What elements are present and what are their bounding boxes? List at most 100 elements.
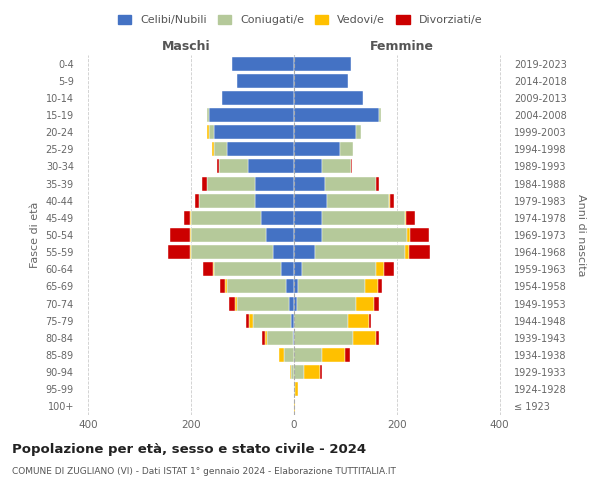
Bar	[214, 142, 227, 156]
Bar	[222, 91, 294, 105]
Bar	[256, 176, 294, 190]
Bar	[294, 400, 295, 413]
Bar	[249, 314, 253, 328]
Text: Femmine: Femmine	[370, 40, 434, 54]
Bar	[286, 280, 294, 293]
Bar	[203, 262, 213, 276]
Bar	[404, 211, 406, 225]
Bar	[206, 125, 209, 139]
Text: COMUNE DI ZUGLIANO (VI) - Dati ISTAT 1° gennaio 2024 - Elaborazione TUTTITALIA.I: COMUNE DI ZUGLIANO (VI) - Dati ISTAT 1° …	[12, 468, 396, 476]
Bar	[199, 194, 256, 207]
Bar	[190, 245, 191, 259]
Bar	[191, 211, 260, 225]
Bar	[294, 108, 379, 122]
Bar	[294, 176, 325, 190]
Bar	[190, 228, 191, 242]
Bar	[213, 262, 214, 276]
Bar	[322, 211, 404, 225]
Bar	[348, 314, 368, 328]
Bar	[304, 365, 320, 379]
Bar	[376, 331, 379, 345]
Bar	[290, 365, 292, 379]
Bar	[296, 296, 356, 310]
Bar	[404, 245, 409, 259]
Bar	[209, 125, 214, 139]
Bar	[376, 176, 379, 190]
Bar	[406, 211, 415, 225]
Bar	[368, 314, 371, 328]
Bar	[232, 56, 294, 70]
Bar	[314, 245, 404, 259]
Bar	[281, 262, 294, 276]
Bar	[294, 348, 322, 362]
Bar	[220, 280, 224, 293]
Bar	[346, 348, 350, 362]
Bar	[227, 142, 294, 156]
Bar	[266, 228, 294, 242]
Bar	[248, 160, 294, 173]
Bar	[374, 296, 379, 310]
Bar	[206, 108, 209, 122]
Bar	[209, 108, 294, 122]
Bar	[289, 296, 294, 310]
Y-axis label: Anni di nascita: Anni di nascita	[577, 194, 586, 276]
Bar	[294, 314, 348, 328]
Bar	[191, 228, 266, 242]
Bar	[409, 245, 430, 259]
Bar	[294, 142, 340, 156]
Bar	[229, 296, 235, 310]
Bar	[390, 194, 394, 207]
Bar	[294, 262, 302, 276]
Bar	[407, 228, 410, 242]
Bar	[410, 228, 429, 242]
Bar	[376, 262, 384, 276]
Bar	[298, 280, 365, 293]
Bar	[365, 280, 378, 293]
Bar	[320, 365, 322, 379]
Bar	[260, 211, 294, 225]
Bar	[294, 74, 348, 88]
Bar	[384, 262, 394, 276]
Text: Popolazione per età, sesso e stato civile - 2024: Popolazione per età, sesso e stato civil…	[12, 442, 366, 456]
Bar	[294, 365, 304, 379]
Bar	[168, 245, 190, 259]
Text: Maschi: Maschi	[161, 40, 211, 54]
Bar	[328, 194, 389, 207]
Bar	[350, 160, 352, 173]
Bar	[217, 160, 220, 173]
Bar	[274, 245, 294, 259]
Bar	[293, 331, 294, 345]
Bar	[227, 280, 286, 293]
Bar	[267, 331, 293, 345]
Bar	[379, 108, 382, 122]
Bar	[294, 245, 314, 259]
Bar	[214, 125, 294, 139]
Bar	[212, 142, 214, 156]
Bar	[253, 314, 292, 328]
Bar	[295, 382, 298, 396]
Legend: Celibi/Nubili, Coniugati/e, Vedovi/e, Divorziati/e: Celibi/Nubili, Coniugati/e, Vedovi/e, Di…	[113, 10, 487, 30]
Bar	[284, 348, 294, 362]
Bar	[294, 228, 322, 242]
Bar	[294, 160, 322, 173]
Bar	[340, 142, 353, 156]
Bar	[220, 160, 248, 173]
Bar	[294, 125, 356, 139]
Bar	[356, 296, 374, 310]
Bar	[206, 176, 256, 190]
Bar	[294, 56, 350, 70]
Bar	[235, 296, 238, 310]
Bar	[353, 331, 376, 345]
Y-axis label: Fasce di età: Fasce di età	[30, 202, 40, 268]
Bar	[389, 194, 390, 207]
Bar	[224, 280, 227, 293]
Bar	[202, 176, 206, 190]
Bar	[322, 348, 346, 362]
Bar	[292, 314, 294, 328]
Bar	[191, 245, 274, 259]
Bar	[278, 348, 284, 362]
Bar	[302, 262, 376, 276]
Bar	[170, 228, 190, 242]
Bar	[256, 194, 294, 207]
Bar	[322, 228, 407, 242]
